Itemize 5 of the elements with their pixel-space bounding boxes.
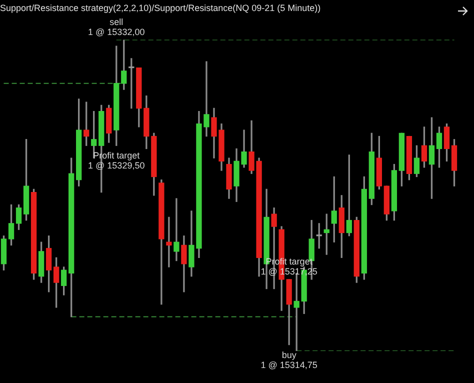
annotation: sell 1 @ 15332,00 [88,16,145,37]
annotation: buy 1 @ 15314,75 [260,350,318,370]
candlestick [166,216,172,268]
chart-title: Support/Resistance strategy(2,2,2,10)/Support/Resistance(NQ 09-21 (5 Minute)) [0,2,321,13]
candlestick [174,198,180,262]
